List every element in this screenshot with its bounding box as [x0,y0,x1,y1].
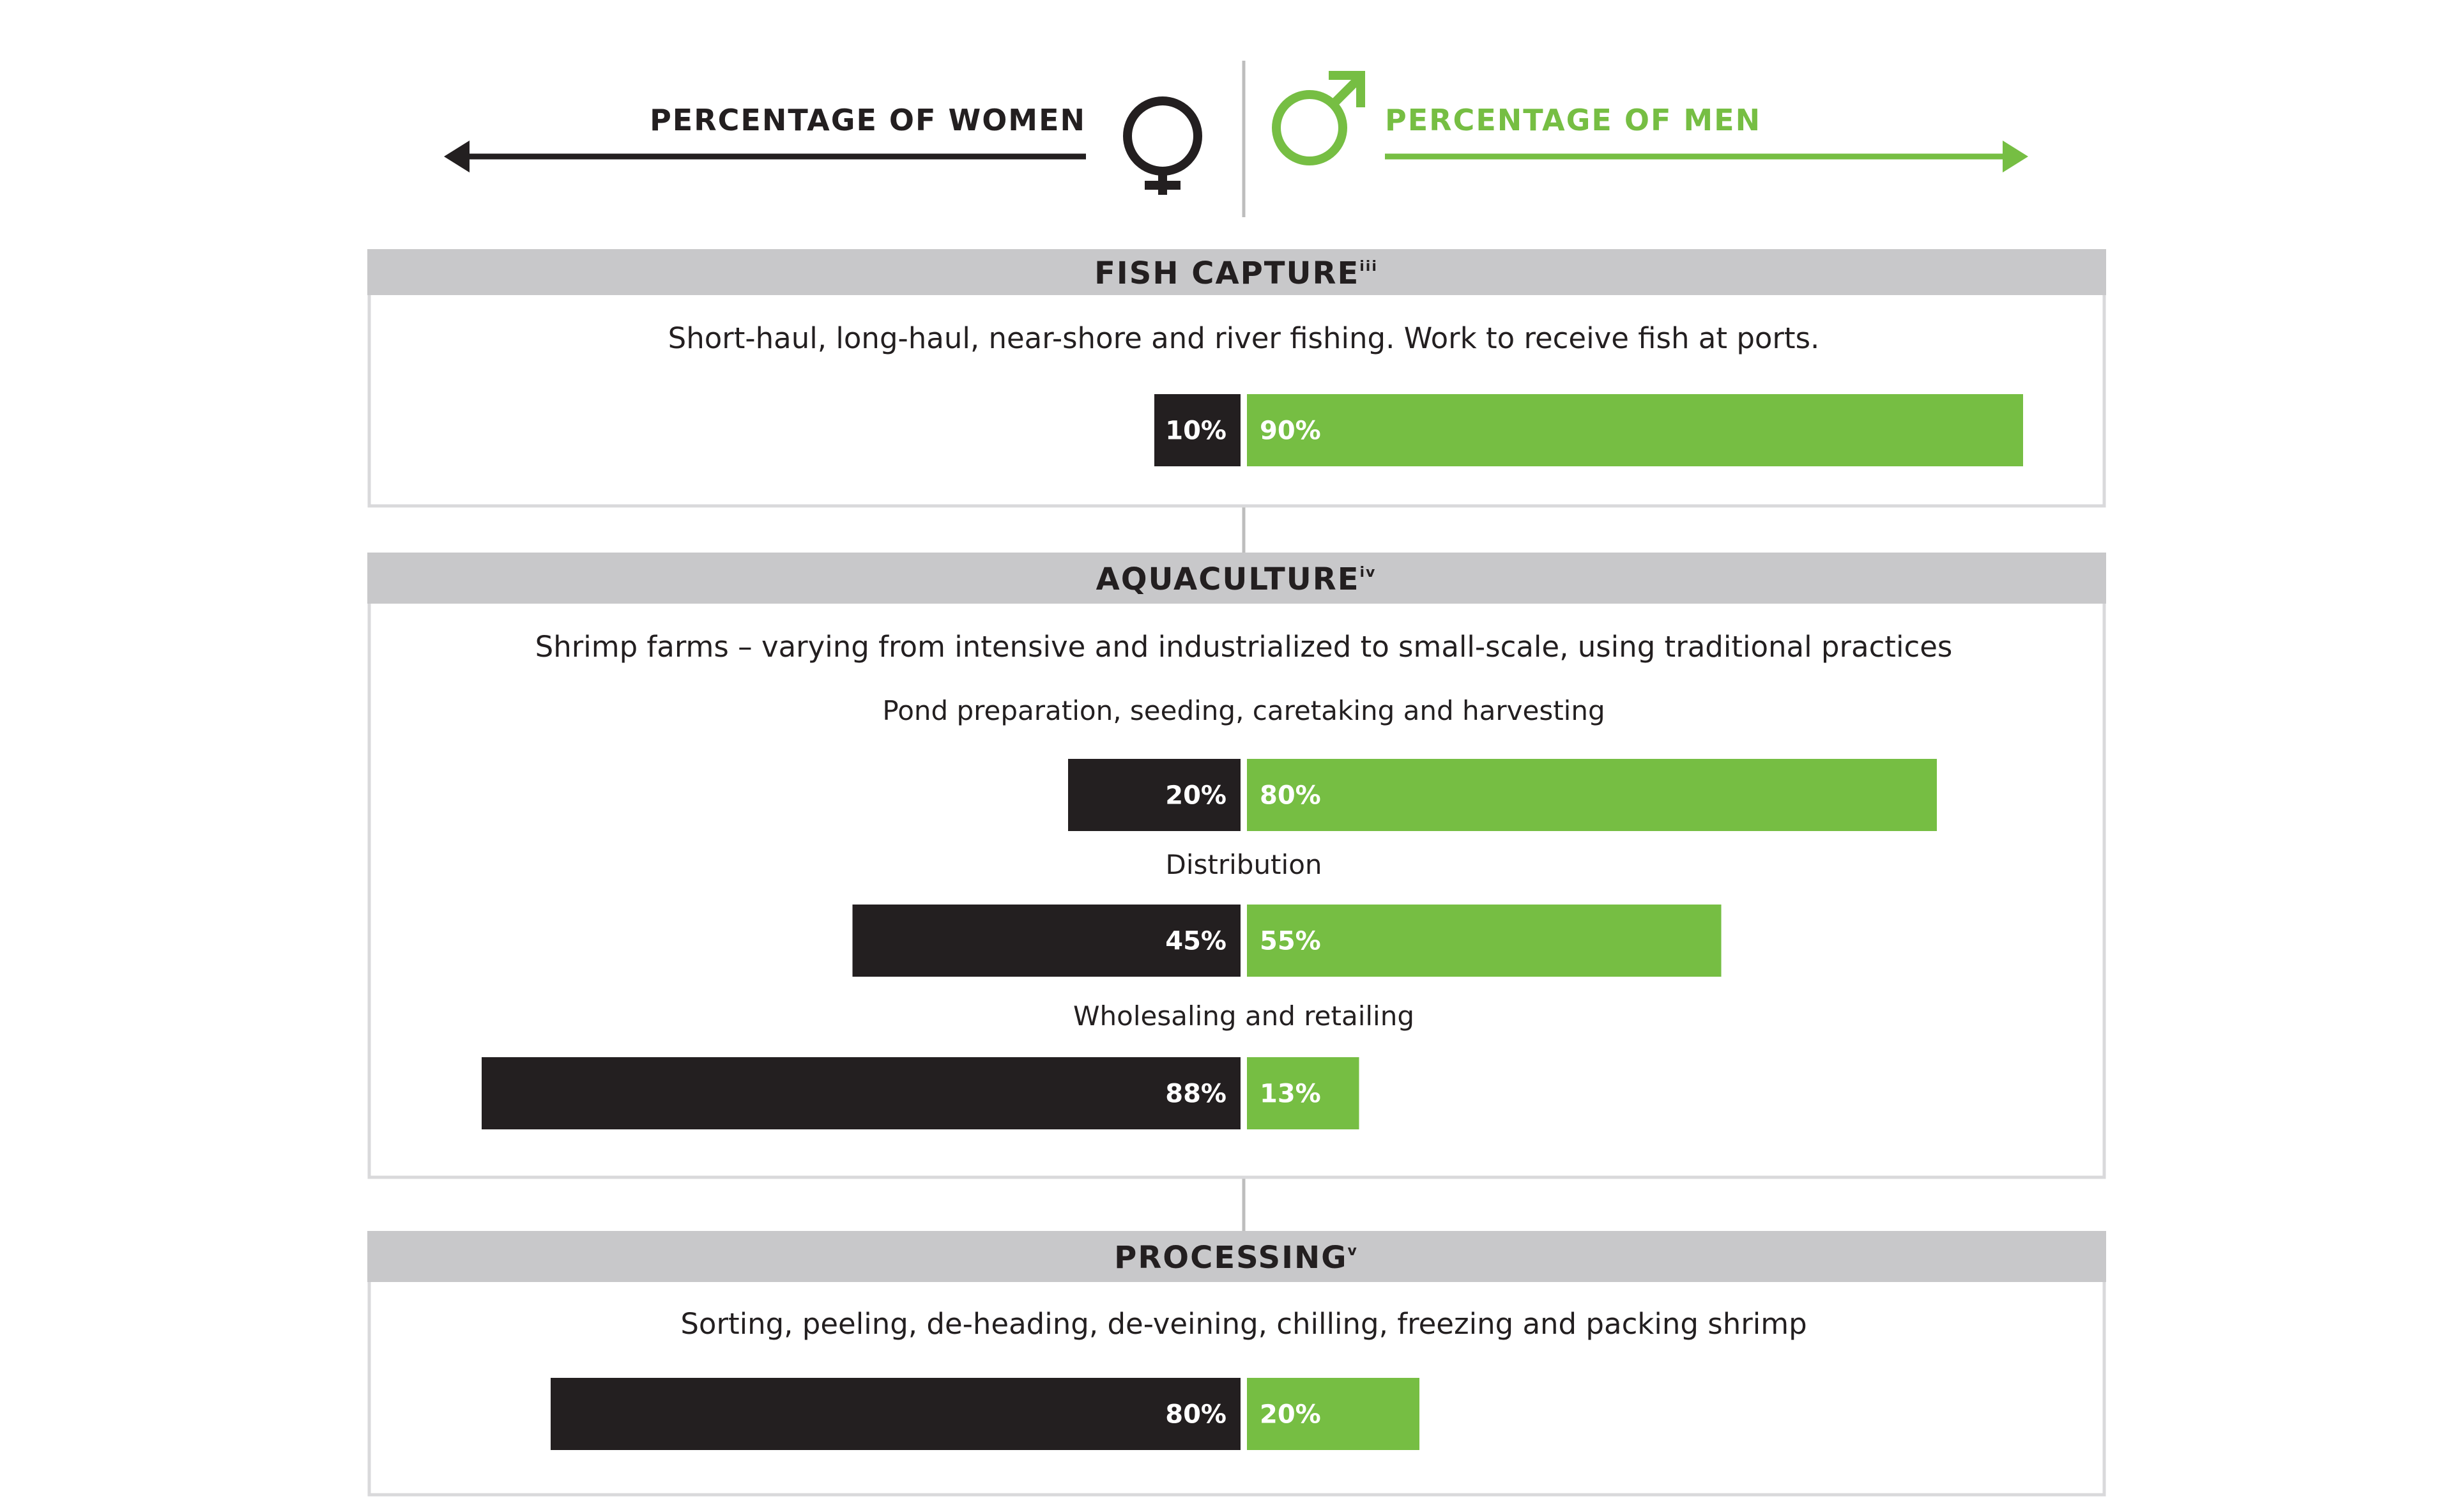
section-description: Short-haul, long-haul, near-shore and ri… [668,321,1820,355]
men-bar-label: 80% [1260,781,1321,811]
men-bar [1247,394,2023,466]
section-title: PROCESSINGv [1114,1240,1358,1276]
row-label: Wholesaling and retailing [1073,1000,1414,1032]
men-arrow-head-icon [2003,141,2028,172]
women-arrow-head-icon [444,141,470,172]
women-bar [482,1057,1241,1129]
women-bar-label: 45% [1165,927,1226,956]
chart-sections: FISH CAPTUREiii Short-haul, long-haul, ne… [367,249,2106,1497]
section-title: AQUACULTUREiv [1096,561,1377,597]
women-bar [551,1378,1241,1450]
section-title-superscript: iii [1359,259,1378,275]
section-title-text: AQUACULTURE [1096,561,1360,597]
section-header-band [367,1231,2106,1282]
section-title-text: FISH CAPTURE [1094,256,1359,291]
men-bar-label: 90% [1260,416,1321,446]
women-bar-label: 80% [1165,1400,1226,1430]
section-title-text: PROCESSING [1114,1240,1347,1276]
women-bar-label: 10% [1165,416,1226,446]
women-bar [1154,394,1241,466]
men-bar [1247,905,1722,977]
women-legend-label: PERCENTAGE OF WOMEN [650,103,1086,137]
women-bar-label: 20% [1165,781,1226,811]
section-title: FISH CAPTUREiii [1094,256,1378,291]
female-symbol-icon [1123,96,1202,195]
legend-header: PERCENTAGE OF WOMEN PERCENTAGE OF MEN [444,71,2028,195]
section-description: Shrimp farms – varying from intensive an… [535,630,1953,664]
section-fish-capture: FISH CAPTUREiii Short-haul, long-haul, ne… [367,249,2106,508]
women-bar [852,905,1241,977]
men-bar [1247,759,1937,831]
section-description: Sorting, peeling, de-heading, de-veining… [680,1307,1807,1341]
row-label: Distribution [1165,849,1322,880]
men-bar [1247,1378,1419,1450]
section-header-band [367,553,2106,604]
row-label: Pond preparation, seeding, caretaking an… [882,695,1605,726]
section-title-superscript: v [1348,1243,1358,1259]
women-bar-label: 88% [1165,1080,1226,1109]
women-bar [1068,759,1241,831]
men-bar-label: 13% [1260,1080,1321,1109]
men-bar-label: 20% [1260,1400,1321,1430]
section-processing: PROCESSINGv Sorting, peeling, de-heading,… [367,1231,2106,1497]
men-legend-label: PERCENTAGE OF MEN [1385,103,1761,137]
section-title-superscript: iv [1360,565,1377,581]
male-symbol-icon [1272,71,1365,165]
men-bar [1247,1057,1359,1129]
section-header-band [367,249,2106,295]
men-bar-label: 55% [1260,927,1321,956]
section-aquaculture: AQUACULTUREiv Shrimp farms – varying from… [367,553,2106,1179]
